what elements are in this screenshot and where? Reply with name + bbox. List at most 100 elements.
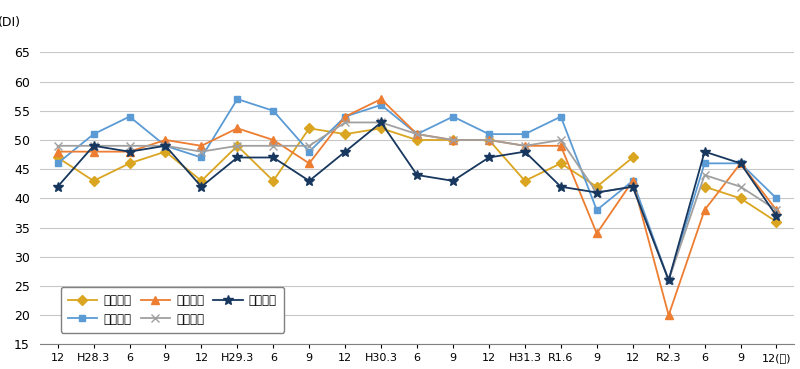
県北地域 bbox=[161, 149, 170, 154]
県南地域 bbox=[161, 144, 170, 148]
県北地域 bbox=[376, 126, 386, 131]
鹿行地域 bbox=[484, 138, 494, 142]
県北地域 bbox=[269, 179, 278, 183]
県南地域 bbox=[125, 144, 134, 148]
鹿行地域 bbox=[53, 149, 62, 154]
県北地域 bbox=[53, 155, 62, 160]
県西地域 bbox=[484, 155, 494, 160]
県西地域 bbox=[700, 149, 710, 154]
県南地域 bbox=[89, 144, 98, 148]
県西地域 bbox=[340, 149, 350, 154]
鹿行地域 bbox=[233, 126, 242, 131]
県西地域 bbox=[233, 155, 242, 160]
県西地域 bbox=[520, 149, 530, 154]
県北地域 bbox=[592, 184, 602, 189]
県央地域 bbox=[448, 114, 458, 119]
Line: 県央地域: 県央地域 bbox=[54, 96, 780, 284]
県西地域 bbox=[161, 144, 170, 148]
県南地域 bbox=[628, 184, 638, 189]
県西地域 bbox=[376, 120, 386, 125]
県西地域 bbox=[592, 190, 602, 195]
県央地域 bbox=[340, 114, 350, 119]
県西地域 bbox=[556, 184, 566, 189]
県央地域 bbox=[161, 144, 170, 148]
県南地域 bbox=[556, 138, 566, 142]
県南地域 bbox=[592, 190, 602, 195]
県西地域 bbox=[448, 179, 458, 183]
県南地域 bbox=[412, 132, 422, 137]
県北地域 bbox=[412, 138, 422, 142]
県西地域 bbox=[412, 173, 422, 177]
Text: (DI): (DI) bbox=[0, 16, 21, 29]
県南地域 bbox=[340, 120, 350, 125]
県西地域 bbox=[197, 184, 206, 189]
鹿行地域 bbox=[592, 231, 602, 236]
県南地域 bbox=[233, 144, 242, 148]
県西地域 bbox=[736, 161, 746, 166]
県西地域 bbox=[125, 149, 134, 154]
鹿行地域 bbox=[664, 313, 674, 317]
県北地域 bbox=[197, 179, 206, 183]
県央地域 bbox=[736, 161, 746, 166]
県央地域 bbox=[89, 132, 98, 137]
県西地域 bbox=[305, 179, 314, 183]
県西地域 bbox=[664, 278, 674, 282]
県央地域 bbox=[53, 161, 62, 166]
Line: 県南地域: 県南地域 bbox=[54, 118, 781, 284]
鹿行地域 bbox=[161, 138, 170, 142]
県央地域 bbox=[125, 114, 134, 119]
鹿行地域 bbox=[340, 114, 350, 119]
県北地域 bbox=[484, 138, 494, 142]
県央地域 bbox=[628, 179, 638, 183]
県央地域 bbox=[305, 149, 314, 154]
県央地域 bbox=[556, 114, 566, 119]
県央地域 bbox=[197, 155, 206, 160]
県北地域 bbox=[305, 126, 314, 131]
県西地域 bbox=[89, 144, 98, 148]
県南地域 bbox=[736, 184, 746, 189]
県西地域 bbox=[53, 184, 62, 189]
県央地域 bbox=[484, 132, 494, 137]
Legend: 県北地域, 県央地域, 鹿行地域, 県南地域, 県西地域: 県北地域, 県央地域, 鹿行地域, 県南地域, 県西地域 bbox=[61, 287, 284, 333]
鹿行地域 bbox=[700, 208, 710, 212]
県南地域 bbox=[772, 208, 782, 212]
県西地域 bbox=[269, 155, 278, 160]
鹿行地域 bbox=[520, 144, 530, 148]
県央地域 bbox=[233, 97, 242, 101]
鹿行地域 bbox=[197, 144, 206, 148]
県央地域 bbox=[269, 108, 278, 113]
鹿行地域 bbox=[376, 97, 386, 101]
鹿行地域 bbox=[305, 161, 314, 166]
県南地域 bbox=[448, 138, 458, 142]
県南地域 bbox=[376, 120, 386, 125]
県北地域 bbox=[448, 138, 458, 142]
鹿行地域 bbox=[412, 132, 422, 137]
県央地域 bbox=[520, 132, 530, 137]
県北地域 bbox=[340, 132, 350, 137]
県央地域 bbox=[376, 103, 386, 107]
鹿行地域 bbox=[556, 144, 566, 148]
県央地域 bbox=[700, 161, 710, 166]
県央地域 bbox=[592, 208, 602, 212]
県南地域 bbox=[484, 138, 494, 142]
Line: 鹿行地域: 鹿行地域 bbox=[54, 95, 781, 320]
Line: 県北地域: 県北地域 bbox=[54, 125, 636, 190]
県南地域 bbox=[53, 144, 62, 148]
Line: 県西地域: 県西地域 bbox=[53, 118, 782, 285]
県西地域 bbox=[772, 214, 782, 218]
鹿行地域 bbox=[269, 138, 278, 142]
県南地域 bbox=[664, 278, 674, 282]
県北地域 bbox=[520, 179, 530, 183]
鹿行地域 bbox=[448, 138, 458, 142]
県北地域 bbox=[556, 161, 566, 166]
県北地域 bbox=[628, 155, 638, 160]
県北地域 bbox=[125, 161, 134, 166]
県西地域 bbox=[628, 184, 638, 189]
県南地域 bbox=[700, 173, 710, 177]
鹿行地域 bbox=[89, 149, 98, 154]
県南地域 bbox=[197, 149, 206, 154]
県北地域 bbox=[89, 179, 98, 183]
鹿行地域 bbox=[736, 161, 746, 166]
鹿行地域 bbox=[125, 149, 134, 154]
鹿行地域 bbox=[628, 179, 638, 183]
